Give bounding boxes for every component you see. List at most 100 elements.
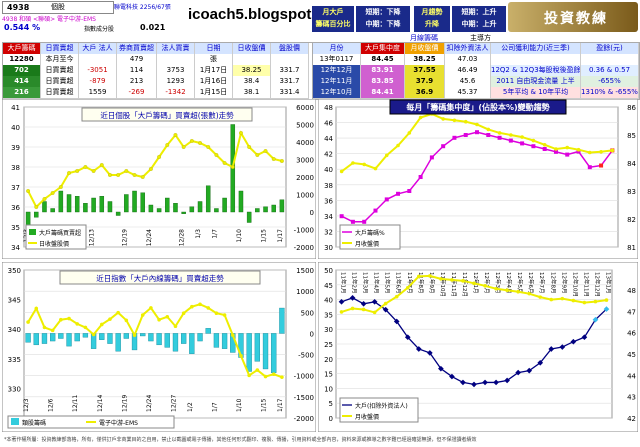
badge-monthly-trend-l1: 月趨勢 bbox=[421, 8, 443, 16]
y-tick-label: 32 bbox=[324, 228, 333, 236]
left-table-cell: 38.1 bbox=[233, 87, 271, 99]
line-point bbox=[108, 317, 112, 321]
bar bbox=[205, 328, 211, 334]
y-tick-label: -1500 bbox=[294, 394, 314, 402]
line-point bbox=[214, 153, 219, 157]
badge-trend-up-l2: 中期：上升 bbox=[461, 20, 497, 28]
bar bbox=[255, 208, 260, 213]
logo: 投資教練 bbox=[508, 2, 638, 32]
line-point bbox=[475, 122, 479, 127]
bar bbox=[115, 211, 121, 216]
main-force: 主導方 bbox=[470, 34, 491, 42]
line-point bbox=[463, 133, 468, 137]
bar bbox=[279, 199, 285, 213]
bar bbox=[107, 201, 113, 213]
y-tick-label: 10 bbox=[324, 385, 333, 393]
x-tick-label: 12年4月 bbox=[505, 272, 513, 294]
line-point bbox=[181, 311, 186, 316]
line-point bbox=[460, 379, 466, 386]
y-tick-label: -1000 bbox=[294, 227, 314, 235]
line-point bbox=[461, 279, 465, 283]
y-tick-label: 0 bbox=[310, 330, 314, 338]
y-tick-label: 86 bbox=[627, 104, 636, 112]
x-tick-label: 12/11 bbox=[72, 395, 79, 412]
sub-note: 4938 和碩 <聯碩> 電子中游-EMS bbox=[2, 16, 96, 23]
legend-label: 月收盤價 bbox=[355, 240, 379, 248]
chart-title: 近日指數「大戶內線籌碼」買賣超走勢 bbox=[96, 273, 224, 283]
line-point bbox=[362, 219, 367, 224]
chart-title: 近日個股「大戶籌碼」買賣超(張數)走勢 bbox=[100, 110, 234, 120]
line-point bbox=[59, 317, 63, 322]
line-point bbox=[482, 379, 488, 386]
bar bbox=[99, 333, 105, 340]
line-point bbox=[428, 274, 432, 278]
line-point bbox=[116, 173, 121, 177]
line-point bbox=[140, 313, 145, 317]
line-point bbox=[58, 185, 63, 189]
y-tick-label: -500 bbox=[298, 352, 314, 360]
bar bbox=[271, 333, 277, 373]
stock-name-note: 聯電科技 2256/67張 bbox=[114, 4, 171, 11]
line-point bbox=[50, 328, 55, 333]
x-tick-label: 11年7月 bbox=[406, 272, 414, 294]
bar bbox=[246, 333, 252, 372]
site-title[interactable]: icoach5.blogspot.com bbox=[188, 6, 347, 23]
x-tick-label: 12年3月 bbox=[494, 272, 502, 294]
x-tick-label: 1/7 bbox=[211, 229, 218, 239]
line-point bbox=[263, 374, 268, 379]
bar bbox=[50, 208, 55, 213]
badge-trend-down-l1: 短期：下降 bbox=[365, 8, 401, 16]
line-point bbox=[394, 294, 399, 299]
badge-trend-down: 短期：下降 中期：下降 bbox=[356, 6, 410, 32]
x-tick-label: 12年8月 bbox=[549, 272, 557, 294]
line-point bbox=[271, 372, 276, 376]
bar bbox=[189, 206, 195, 213]
bar bbox=[74, 196, 80, 213]
monthly-label: 月線籌碼 bbox=[410, 34, 438, 42]
line-point bbox=[405, 285, 410, 290]
x-tick-label: 11年12月 bbox=[461, 272, 469, 297]
y-tick-label: 34 bbox=[324, 213, 333, 221]
right-table-cell: 45.37 bbox=[445, 87, 491, 99]
line-point bbox=[449, 373, 455, 380]
x-tick-label: 12/28 bbox=[179, 229, 186, 246]
bar bbox=[124, 194, 129, 213]
line-point bbox=[339, 169, 344, 174]
bar bbox=[132, 190, 137, 213]
x-tick-label: 1/17 bbox=[277, 229, 284, 243]
line-point bbox=[351, 161, 355, 165]
right-table-cell: 84.41 bbox=[361, 87, 405, 99]
line-point bbox=[124, 318, 129, 323]
ratio-label: 指數成分股 bbox=[84, 26, 115, 33]
line-point bbox=[140, 175, 145, 179]
line-point bbox=[383, 301, 388, 306]
y-tick-label: 44 bbox=[324, 135, 333, 143]
legend-label: 電子中游-EMS bbox=[99, 419, 138, 427]
y-tick-label: 25 bbox=[324, 341, 333, 349]
bar bbox=[263, 206, 268, 213]
line-point bbox=[173, 133, 178, 137]
line-point bbox=[486, 133, 491, 137]
line-point bbox=[407, 189, 412, 193]
line-point bbox=[280, 375, 284, 379]
line-point bbox=[339, 310, 344, 314]
legend-label: 類股籌碼 bbox=[22, 419, 46, 427]
line-point bbox=[516, 289, 520, 294]
line-point bbox=[508, 138, 513, 143]
left-table-cell: 1559 bbox=[79, 87, 117, 99]
line-point bbox=[198, 302, 202, 307]
line-point bbox=[610, 148, 615, 153]
line-point bbox=[83, 165, 88, 169]
line-point bbox=[165, 143, 170, 147]
y-tick-label: 46 bbox=[324, 120, 333, 128]
stock-code: 4938 bbox=[7, 3, 30, 12]
bar bbox=[262, 333, 269, 370]
bar bbox=[222, 197, 227, 213]
x-tick-label: 12/3 bbox=[23, 398, 30, 412]
line-point bbox=[463, 119, 468, 124]
bar bbox=[214, 208, 219, 213]
line-point bbox=[472, 281, 476, 286]
line-point bbox=[34, 205, 39, 209]
x-tick-label: 12/24 bbox=[146, 229, 153, 246]
